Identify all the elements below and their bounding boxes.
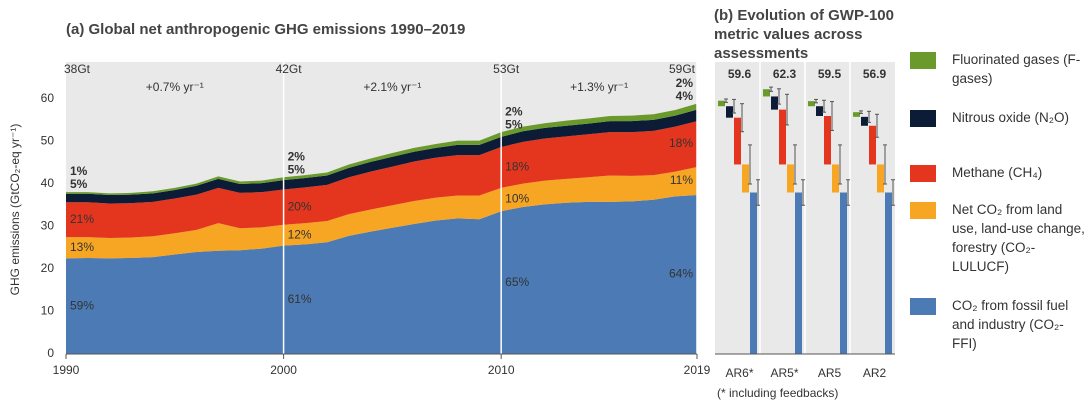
legend-swatch	[910, 298, 936, 315]
bar	[885, 192, 892, 354]
x-tick-label: AR6*	[725, 366, 753, 380]
share-label: 5%	[288, 162, 306, 176]
x-tick-label: 2000	[270, 363, 297, 377]
bar	[750, 192, 757, 354]
share-label: 18%	[505, 160, 529, 174]
share-label: 5%	[70, 177, 88, 191]
bar	[787, 164, 794, 193]
bar	[853, 112, 860, 117]
x-tick-label: AR5	[818, 366, 842, 380]
bar	[869, 125, 876, 165]
y-axis-label: GHG emissions (GtCO₂-eq yr⁻¹)	[8, 124, 22, 296]
bar	[779, 109, 786, 165]
x-tick-label: 2010	[488, 363, 515, 377]
share-label: 2%	[505, 104, 523, 118]
note: (* including feedbacks)	[717, 386, 838, 400]
legend-label: CO₂ from fossil fuel and industry (CO₂-F…	[952, 298, 1069, 351]
y-tick-label: 30	[41, 219, 55, 233]
area-3	[66, 109, 697, 204]
bar	[726, 106, 733, 118]
total-label: 53Gt	[493, 62, 520, 76]
share-label: 64%	[669, 267, 693, 281]
y-tick-label: 40	[41, 176, 55, 190]
bar	[771, 96, 778, 110]
legend-label: Fluorinated gases (F-gases)	[952, 52, 1081, 86]
share-label: 12%	[288, 227, 312, 241]
bar	[763, 89, 770, 97]
bar	[795, 192, 802, 354]
total-label: 62.3	[773, 67, 797, 81]
bar	[832, 164, 839, 193]
y-tick-label: 50	[41, 134, 55, 148]
y-tick-label: 60	[41, 91, 55, 105]
legend-label: Nitrous oxide (N₂O)	[952, 110, 1070, 125]
total-label: 38Gt	[64, 62, 91, 76]
share-label: 18%	[669, 136, 693, 150]
area-4	[66, 103, 697, 196]
x-tick-label: 1990	[53, 363, 80, 377]
legend-label: Net CO₂ from land use, land-use change, …	[952, 202, 1085, 274]
x-tick-label: AR5*	[770, 366, 798, 380]
legend-swatch	[910, 52, 936, 69]
share-label: 1%	[70, 164, 88, 178]
area-2	[66, 121, 697, 238]
legend-swatch	[910, 110, 936, 127]
growth-label: +1.3% yr⁻¹	[570, 80, 628, 94]
share-label: 11%	[670, 173, 693, 187]
legend-label: Methane (CH₄)	[952, 165, 1043, 180]
share-label: 2%	[676, 76, 694, 90]
y-tick-label: 10	[41, 304, 55, 318]
share-label: 10%	[505, 192, 529, 206]
bar	[718, 100, 725, 107]
growth-label: +2.1% yr⁻¹	[363, 80, 421, 94]
y-tick-label: 20	[41, 261, 55, 275]
share-label: 4%	[676, 89, 694, 103]
share-label: 20%	[288, 199, 312, 213]
total-label: 59Gt	[669, 62, 696, 76]
legend-swatch	[910, 202, 936, 219]
panel-b-title: (b) Evolution of GWP-100 metric values a…	[714, 7, 894, 62]
y-tick-label: 0	[47, 346, 54, 360]
bar	[734, 117, 741, 165]
total-label: 59.5	[818, 67, 842, 81]
bar	[808, 101, 815, 107]
area-1	[66, 167, 697, 259]
bar	[824, 116, 831, 165]
share-label: 13%	[70, 240, 94, 254]
x-tick-label: AR2	[863, 366, 887, 380]
share-label: 59%	[70, 298, 94, 312]
total-label: 59.6	[728, 67, 752, 81]
bar	[840, 192, 847, 354]
share-label: 21%	[70, 212, 94, 226]
legend-swatch	[910, 165, 936, 182]
bar	[861, 116, 868, 126]
share-label: 65%	[505, 275, 529, 289]
panel-a-title: (a) Global net anthropogenic GHG emissio…	[66, 21, 466, 38]
total-label: 42Gt	[276, 62, 303, 76]
x-tick-label: 2019	[684, 363, 711, 377]
bar	[816, 106, 823, 116]
growth-label: +0.7% yr⁻¹	[146, 80, 204, 94]
bar	[877, 164, 884, 193]
bar	[742, 164, 749, 193]
share-label: 2%	[288, 149, 306, 163]
share-label: 61%	[288, 292, 312, 306]
share-label: 5%	[505, 117, 523, 131]
total-label: 56.9	[863, 67, 887, 81]
area-0	[66, 195, 697, 354]
